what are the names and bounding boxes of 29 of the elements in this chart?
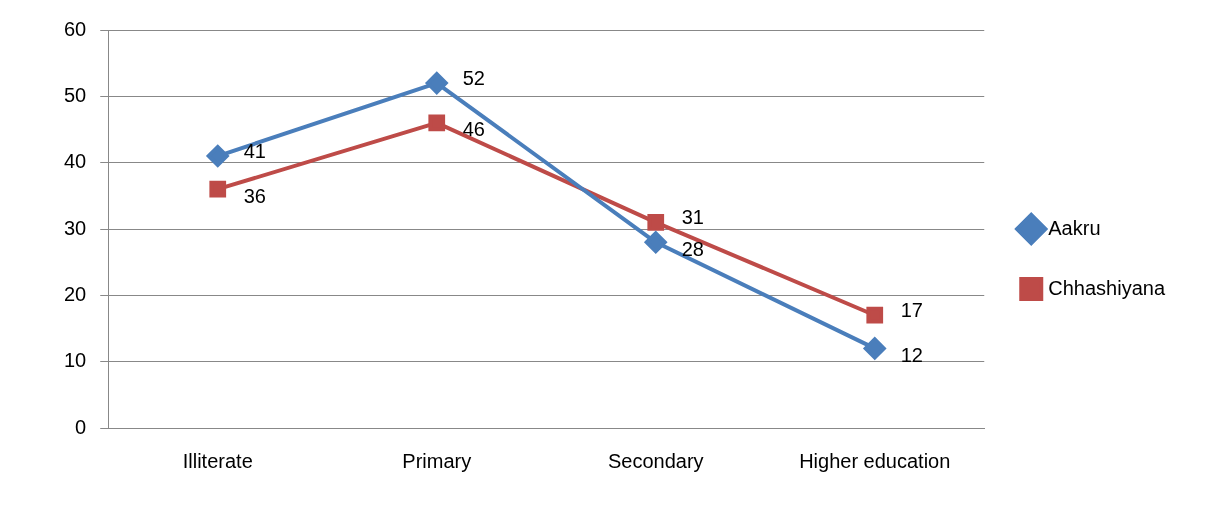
point bbox=[209, 180, 227, 198]
legend-label: Aakru bbox=[1048, 216, 1101, 239]
point bbox=[425, 72, 448, 95]
point bbox=[863, 337, 886, 360]
x-tick-label: Secondary bbox=[607, 449, 704, 472]
y-tick-label: 60 bbox=[64, 17, 87, 40]
point bbox=[866, 306, 884, 324]
point bbox=[644, 231, 667, 254]
legend-label: Chhashiyana bbox=[1048, 276, 1166, 299]
data-label: 36 bbox=[243, 184, 266, 207]
data-label: 46 bbox=[462, 118, 485, 141]
data-label: 31 bbox=[681, 205, 704, 228]
data-label: 52 bbox=[462, 66, 485, 89]
point bbox=[647, 214, 665, 231]
data-label: 17 bbox=[900, 298, 923, 321]
y-tick-label: 0 bbox=[75, 415, 87, 438]
data-label: 41 bbox=[243, 139, 266, 162]
y-tick-label: 30 bbox=[64, 216, 87, 239]
data-label: 12 bbox=[900, 343, 923, 366]
x-tick-label: Primary bbox=[402, 449, 472, 472]
y-tick-label: 20 bbox=[64, 282, 87, 305]
y-tick-label: 10 bbox=[64, 349, 87, 372]
point bbox=[428, 114, 446, 132]
x-tick-label: Illiterate bbox=[182, 449, 253, 472]
data-label: 28 bbox=[681, 237, 704, 260]
x-tick-label: Higher education bbox=[799, 449, 951, 472]
y-tick-label: 50 bbox=[64, 83, 87, 106]
y-tick-label: 40 bbox=[64, 150, 87, 173]
point bbox=[206, 145, 229, 168]
